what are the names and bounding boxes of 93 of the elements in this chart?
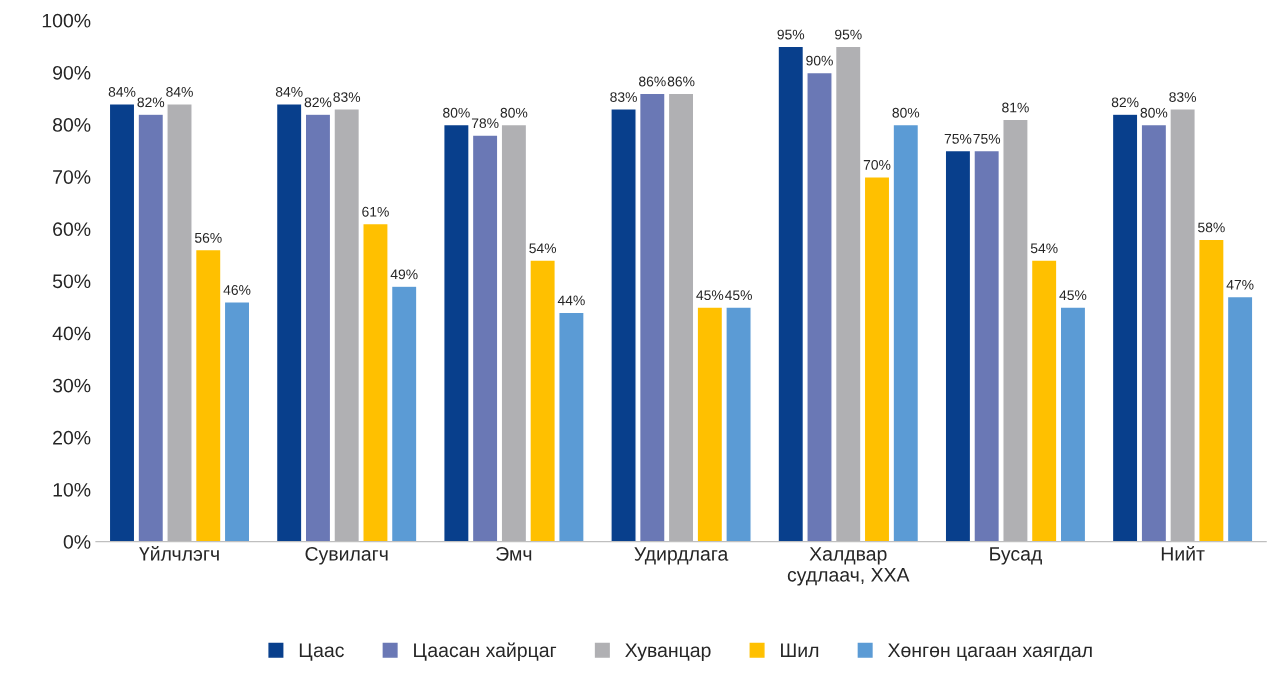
- data-label: 45%: [696, 290, 724, 301]
- data-label: 70%: [863, 159, 891, 170]
- data-label: 95%: [777, 29, 805, 40]
- y-tick-label: 90%: [53, 65, 91, 80]
- data-label: 82%: [137, 97, 165, 108]
- data-label: 84%: [108, 86, 136, 97]
- bar: [944, 149, 972, 542]
- y-tick-label: 50%: [52, 274, 91, 289]
- x-tick-label: Халдвар судлаач, ХХА: [787, 547, 910, 586]
- data-label: 54%: [1030, 243, 1058, 254]
- data-label: 84%: [166, 86, 193, 97]
- data-label: 80%: [500, 107, 528, 118]
- bar: [696, 306, 724, 542]
- bar: [863, 176, 891, 542]
- bar: [725, 306, 752, 542]
- x-tick-label: Бусад: [990, 547, 1042, 565]
- data-label: 90%: [806, 55, 833, 66]
- bar: [834, 45, 862, 542]
- bar: [443, 123, 470, 542]
- data-label: 83%: [333, 92, 361, 103]
- data-label: 58%: [1198, 222, 1225, 233]
- bar: [1226, 295, 1254, 542]
- legend-label: Цаас: [299, 643, 344, 661]
- y-tick-label: 40%: [52, 326, 91, 341]
- data-label: 82%: [1111, 97, 1139, 108]
- legend-label: Хуванцар: [625, 643, 711, 661]
- bar: [471, 134, 499, 542]
- data-label: 78%: [471, 118, 499, 129]
- bar: [777, 45, 805, 542]
- bar: [223, 301, 251, 542]
- legend-label: Шил: [781, 643, 819, 658]
- bar: [1059, 306, 1087, 542]
- bar: [500, 123, 528, 542]
- data-label: 47%: [1226, 279, 1254, 290]
- y-tick-label: 60%: [53, 222, 91, 237]
- y-tick-label: 0%: [63, 535, 91, 549]
- x-tick-label: Удирдлага: [634, 547, 729, 565]
- data-label: 83%: [610, 92, 637, 103]
- data-label: 80%: [1140, 107, 1168, 118]
- data-label: 46%: [223, 285, 251, 295]
- data-label: 56%: [194, 232, 222, 243]
- legend-label: Цаасан хайрцаг: [414, 642, 557, 661]
- bar: [166, 103, 193, 542]
- y-tick-label: 10%: [53, 482, 91, 497]
- bar: [137, 113, 165, 542]
- data-label: 84%: [275, 86, 303, 97]
- legend-label: Хөнгөн цагаан хаягдал: [887, 643, 1092, 661]
- data-label: 54%: [529, 243, 557, 254]
- data-label: 45%: [1059, 290, 1087, 301]
- x-tick-label: Нийт: [1161, 546, 1205, 561]
- y-tick-label: 70%: [53, 170, 91, 184]
- x-tick-label: Сувилагч: [305, 546, 388, 565]
- data-label: 80%: [443, 107, 470, 118]
- y-tick-label: 30%: [52, 378, 91, 393]
- bar: [638, 92, 666, 542]
- data-label: 75%: [944, 133, 972, 144]
- bar: [973, 149, 1001, 542]
- bar: [194, 248, 222, 542]
- bar: [1111, 113, 1139, 542]
- x-tick-label: Үйлчлэгч: [139, 546, 219, 561]
- data-label: 83%: [1169, 92, 1197, 103]
- y-tick-label: 20%: [53, 430, 91, 445]
- bar: [806, 71, 833, 542]
- data-label: 81%: [1002, 102, 1029, 113]
- y-tick-label: 80%: [52, 118, 91, 132]
- bar: [529, 259, 556, 542]
- bar: [610, 108, 637, 542]
- bar: [362, 222, 389, 542]
- bar: [1002, 118, 1029, 542]
- data-label: 95%: [835, 29, 862, 40]
- bar: [1030, 259, 1058, 542]
- bar: [108, 103, 136, 542]
- y-tick-label: 100%: [42, 13, 91, 28]
- bar: [892, 123, 920, 542]
- bar: [1140, 123, 1168, 542]
- data-label: 49%: [390, 269, 418, 280]
- data-label: 61%: [362, 206, 389, 217]
- bar: [333, 108, 361, 542]
- bar: [558, 311, 585, 542]
- data-label: 44%: [557, 295, 585, 306]
- bar: [390, 285, 418, 542]
- data-label: 80%: [892, 107, 920, 118]
- bar: [1198, 238, 1225, 542]
- data-label: 75%: [973, 133, 1001, 144]
- bar: [667, 92, 695, 542]
- data-label: 45%: [725, 290, 752, 301]
- x-tick-label: Эмч: [496, 546, 532, 561]
- data-label: 86%: [667, 76, 695, 87]
- bar: [275, 103, 303, 542]
- bar: [1169, 108, 1196, 542]
- data-label: 86%: [639, 76, 666, 87]
- data-label: 82%: [304, 97, 332, 108]
- bar: [304, 113, 332, 542]
